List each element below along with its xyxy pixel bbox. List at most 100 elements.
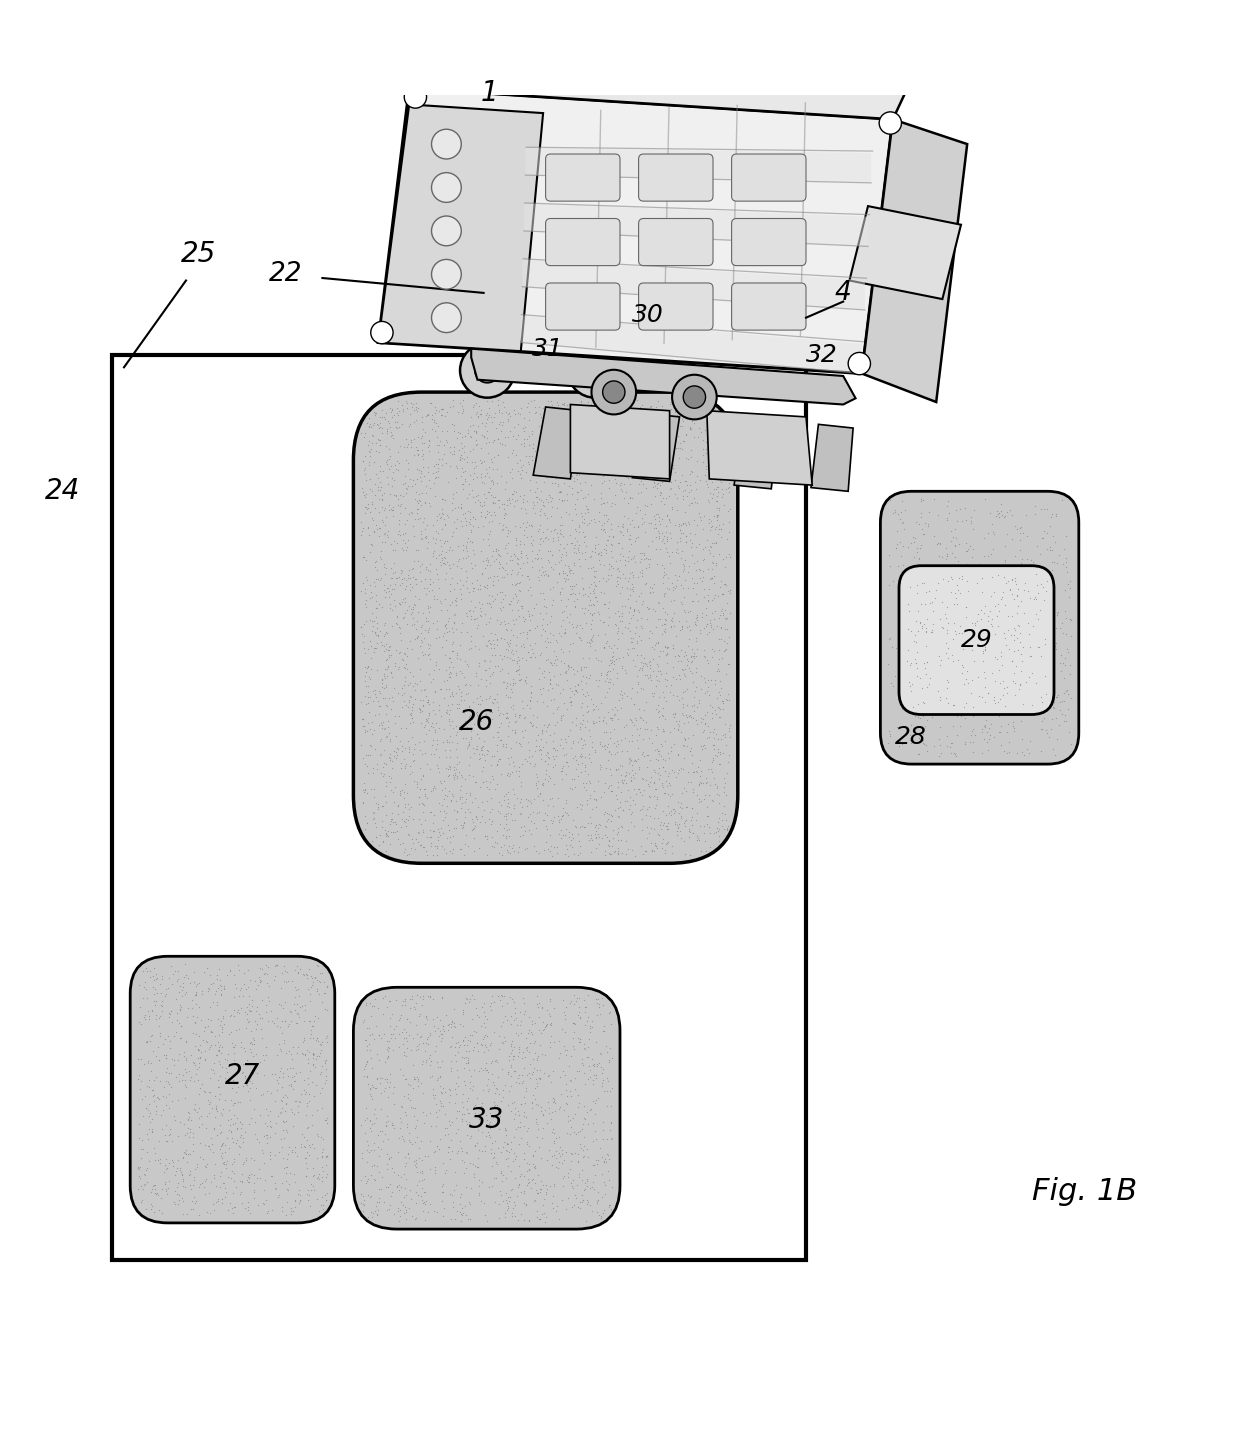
Point bbox=[619, 797, 639, 820]
Point bbox=[429, 1099, 449, 1122]
Point bbox=[537, 407, 557, 430]
Point bbox=[1007, 584, 1027, 607]
Point bbox=[567, 816, 587, 839]
Point bbox=[396, 656, 415, 679]
Point bbox=[572, 566, 591, 589]
Point bbox=[459, 599, 479, 622]
Point bbox=[708, 476, 728, 499]
Point bbox=[988, 593, 1008, 616]
Point bbox=[151, 989, 171, 1012]
Point bbox=[553, 524, 573, 547]
Point bbox=[1004, 574, 1024, 597]
Point bbox=[285, 1089, 305, 1112]
Point bbox=[945, 683, 965, 706]
Point bbox=[606, 729, 626, 752]
Point bbox=[575, 596, 595, 619]
Point bbox=[534, 660, 554, 683]
Point bbox=[507, 533, 527, 556]
Point bbox=[600, 842, 620, 865]
Point bbox=[479, 533, 498, 556]
Point bbox=[906, 657, 926, 680]
Point bbox=[355, 593, 374, 616]
Point bbox=[456, 1156, 476, 1179]
Point bbox=[650, 480, 670, 503]
Point bbox=[621, 636, 641, 659]
Point bbox=[315, 997, 335, 1020]
Point bbox=[646, 412, 666, 434]
Point bbox=[562, 1142, 582, 1165]
Point bbox=[368, 516, 388, 539]
Point bbox=[553, 576, 573, 599]
Point bbox=[910, 612, 930, 634]
Point bbox=[479, 549, 498, 572]
Point bbox=[453, 514, 472, 537]
Point bbox=[396, 497, 415, 520]
Point bbox=[396, 756, 415, 779]
Point bbox=[915, 512, 935, 534]
Point bbox=[962, 573, 982, 596]
Point bbox=[610, 473, 630, 496]
Point bbox=[583, 1112, 603, 1135]
Point bbox=[961, 687, 981, 710]
Point bbox=[916, 624, 936, 647]
Point bbox=[477, 1067, 497, 1090]
Point bbox=[316, 1049, 336, 1072]
Point bbox=[543, 812, 563, 835]
Point bbox=[372, 669, 392, 692]
Point bbox=[624, 649, 644, 672]
Point bbox=[396, 472, 415, 494]
Point bbox=[582, 473, 601, 496]
Point bbox=[963, 696, 983, 719]
Point bbox=[190, 1033, 210, 1056]
Point bbox=[578, 390, 598, 413]
Point bbox=[399, 797, 419, 820]
Point bbox=[205, 1199, 224, 1222]
Point bbox=[252, 957, 272, 980]
Point bbox=[498, 796, 518, 819]
Point bbox=[285, 1196, 305, 1219]
Point bbox=[474, 514, 494, 537]
Point bbox=[384, 1203, 404, 1226]
Point bbox=[712, 517, 732, 540]
Point bbox=[184, 1052, 203, 1075]
Point bbox=[466, 1087, 486, 1110]
Point bbox=[645, 777, 665, 800]
Point bbox=[952, 564, 972, 587]
Point bbox=[394, 842, 414, 865]
Point bbox=[885, 499, 905, 522]
Point bbox=[614, 434, 634, 457]
Point bbox=[630, 542, 650, 564]
Point bbox=[381, 766, 401, 789]
Point bbox=[496, 502, 516, 524]
Point bbox=[351, 1192, 371, 1215]
Point bbox=[308, 1166, 327, 1189]
Point bbox=[525, 1189, 544, 1212]
Point bbox=[624, 547, 644, 570]
Point bbox=[598, 1127, 618, 1150]
Point bbox=[658, 636, 678, 659]
Point bbox=[460, 1152, 480, 1175]
Point bbox=[466, 454, 486, 477]
Point bbox=[482, 745, 502, 767]
Point bbox=[593, 1127, 613, 1150]
Point bbox=[486, 537, 506, 560]
Point bbox=[356, 684, 376, 707]
Point bbox=[278, 1120, 298, 1143]
Point bbox=[476, 487, 496, 510]
Point bbox=[929, 544, 949, 567]
Point bbox=[231, 1110, 250, 1133]
Point bbox=[175, 1057, 195, 1080]
Point bbox=[501, 1013, 521, 1036]
Point bbox=[1017, 737, 1037, 760]
Point bbox=[401, 402, 420, 424]
Point bbox=[563, 827, 583, 850]
Point bbox=[925, 572, 945, 594]
Point bbox=[129, 1063, 149, 1086]
Point bbox=[707, 506, 727, 529]
Point bbox=[501, 1032, 521, 1055]
Point bbox=[367, 427, 387, 450]
Point bbox=[188, 1025, 208, 1047]
Point bbox=[668, 812, 688, 835]
Point bbox=[436, 613, 456, 636]
Point bbox=[608, 460, 627, 483]
